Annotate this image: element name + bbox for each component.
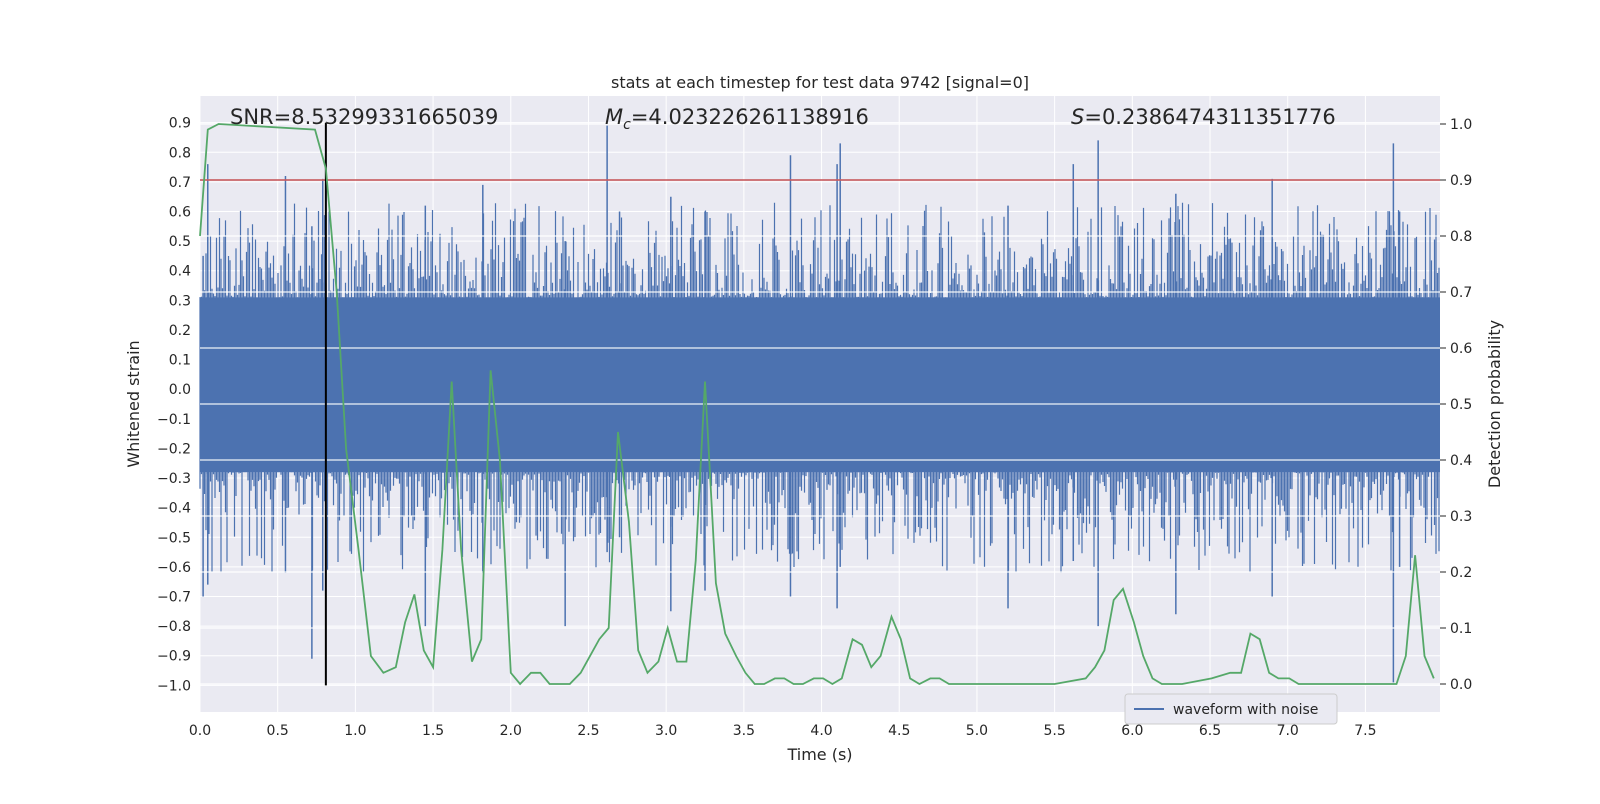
y-axis-label-right: Detection probability bbox=[1485, 320, 1504, 488]
y-left-tick-label: 0.5 bbox=[169, 234, 191, 250]
legend-box bbox=[1124, 693, 1338, 725]
y-left-tick-label: −0.1 bbox=[157, 412, 191, 428]
chart-title: stats at each timestep for test data 974… bbox=[611, 73, 1029, 92]
waveform-layer bbox=[199, 123, 1440, 685]
x-tick-label: 2.5 bbox=[577, 723, 599, 739]
y-left-tick-label: 0.4 bbox=[169, 264, 191, 280]
y-right-tick-label: 1.0 bbox=[1450, 117, 1472, 133]
s-symbol: S bbox=[1071, 105, 1084, 129]
y-left-tick-label: 0.9 bbox=[169, 116, 191, 132]
y-left-tick-label: 0.0 bbox=[169, 382, 191, 398]
y-left-tick-label: 0.7 bbox=[169, 175, 191, 191]
x-tick-label: 2.0 bbox=[500, 723, 522, 739]
x-tick-label: 4.0 bbox=[810, 723, 832, 739]
chirp-mass-symbol: M bbox=[605, 105, 623, 129]
legend-label: waveform with noise bbox=[1173, 702, 1318, 718]
y-right-tick-label: 0.7 bbox=[1450, 285, 1472, 301]
y-left-tick-label: −0.9 bbox=[157, 649, 191, 665]
y-right-tick-label: 0.9 bbox=[1450, 173, 1472, 189]
x-tick-label: 6.0 bbox=[1121, 723, 1143, 739]
chirp-mass-subscript: c bbox=[623, 117, 631, 133]
y-left-tick-label: 0.8 bbox=[169, 145, 191, 161]
y-axis-label-left: Whitened strain bbox=[124, 340, 143, 467]
y-right-tick-label: 0.0 bbox=[1450, 677, 1472, 693]
y-right-tick-label: 0.8 bbox=[1450, 229, 1472, 245]
x-tick-label: 4.5 bbox=[888, 723, 910, 739]
x-tick-label: 7.0 bbox=[1277, 723, 1299, 739]
y-right-tick-label: 0.6 bbox=[1450, 341, 1472, 357]
y-left-tick-label: 0.2 bbox=[169, 323, 191, 339]
y-left-tick-label: −1.0 bbox=[157, 678, 191, 694]
y-left-tick-label: 0.3 bbox=[169, 293, 191, 309]
s-annotation: S=0.2386474311351776 bbox=[1071, 105, 1336, 129]
y-right-tick-label: 0.1 bbox=[1450, 621, 1472, 637]
probability-layer bbox=[199, 122, 1440, 686]
y-left-tick-label: −0.2 bbox=[157, 441, 191, 457]
y-right-tick-label: 0.5 bbox=[1450, 397, 1472, 413]
y-left-tick-label: −0.6 bbox=[157, 560, 191, 576]
y-left-tick-label: −0.3 bbox=[157, 471, 191, 487]
y-left-tick-label: −0.8 bbox=[157, 619, 191, 635]
x-tick-label: 7.5 bbox=[1354, 723, 1376, 739]
legend: waveform with noise bbox=[1124, 693, 1338, 725]
x-tick-label: 1.0 bbox=[344, 723, 366, 739]
x-tick-label: 5.5 bbox=[1044, 723, 1066, 739]
waveform-dense-band bbox=[200, 297, 1440, 473]
detection-probability-line bbox=[199, 123, 1435, 686]
tick-layer: 0.0 0.5 1.0 1.5 2.0 2.5 3.0 3.5 4.0 4.5 5.0 5.5 6.0 6… bbox=[157, 116, 1472, 739]
y-left-tick-label: 0.1 bbox=[169, 353, 191, 369]
y-left-tick-label: −0.5 bbox=[157, 530, 191, 546]
s-value: =0.2386474311351776 bbox=[1084, 105, 1335, 129]
y-left-tick-label: −0.4 bbox=[157, 501, 191, 517]
y-left-tick-label: −0.7 bbox=[157, 590, 191, 606]
x-tick-label: 0.5 bbox=[267, 723, 289, 739]
x-tick-label: 6.5 bbox=[1199, 723, 1221, 739]
x-tick-label: 1.5 bbox=[422, 723, 444, 739]
x-tick-label: 3.5 bbox=[733, 723, 755, 739]
x-tick-label: 0.0 bbox=[189, 723, 211, 739]
y-left-tick-label: 0.6 bbox=[169, 205, 191, 221]
x-tick-label: 3.0 bbox=[655, 723, 677, 739]
y-right-tick-label: 0.3 bbox=[1450, 509, 1472, 525]
chirp-mass-value: =4.023226261138916 bbox=[631, 105, 869, 129]
x-tick-label: 5.0 bbox=[966, 723, 988, 739]
y-right-tick-label: 0.2 bbox=[1450, 565, 1472, 581]
y-right-tick-label: 0.4 bbox=[1450, 453, 1472, 469]
x-axis-label: Time (s) bbox=[786, 745, 852, 764]
snr-annotation: SNR=8.53299331665039 bbox=[230, 105, 498, 129]
chirp-mass-annotation: Mc=4.023226261138916 bbox=[605, 105, 869, 133]
